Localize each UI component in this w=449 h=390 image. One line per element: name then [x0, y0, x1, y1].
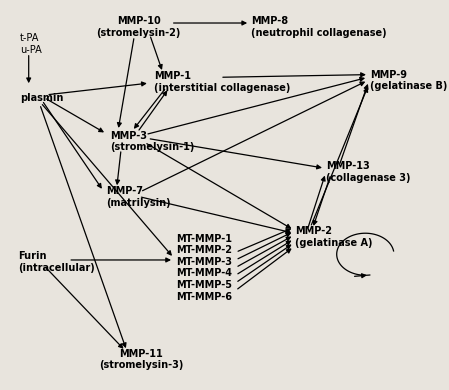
Text: MT-MMP-1
MT-MMP-2
MT-MMP-3
MT-MMP-4
MT-MMP-5
MT-MMP-6: MT-MMP-1 MT-MMP-2 MT-MMP-3 MT-MMP-4 MT-M… — [176, 234, 232, 301]
Text: plasmin: plasmin — [20, 92, 63, 103]
Text: MMP-9
(gelatinase B): MMP-9 (gelatinase B) — [370, 69, 447, 91]
Text: MMP-1
(interstitial collagenase): MMP-1 (interstitial collagenase) — [154, 71, 291, 93]
Text: MMP-3
(stromelysin-1): MMP-3 (stromelysin-1) — [110, 131, 194, 152]
Text: MMP-10
(stromelysin-2): MMP-10 (stromelysin-2) — [97, 16, 181, 37]
Text: MMP-7
(matrilysin): MMP-7 (matrilysin) — [106, 186, 170, 208]
Text: MMP-2
(gelatinase A): MMP-2 (gelatinase A) — [295, 226, 372, 248]
Text: MMP-11
(stromelysin-3): MMP-11 (stromelysin-3) — [99, 349, 183, 370]
Text: MMP-13
(collagenase 3): MMP-13 (collagenase 3) — [326, 161, 410, 183]
Text: MMP-8
(neutrophil collagenase): MMP-8 (neutrophil collagenase) — [251, 16, 387, 37]
Text: t-PA
u-PA: t-PA u-PA — [20, 33, 42, 55]
Text: Furin
(intracellular): Furin (intracellular) — [18, 251, 94, 273]
